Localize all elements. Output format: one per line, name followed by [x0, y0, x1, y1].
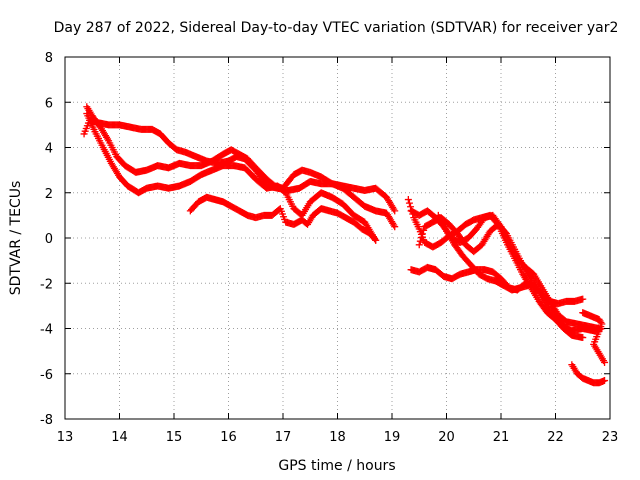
x-tick-labels: 13 14 15 16 17 18 19 20 21 22 23: [57, 430, 619, 445]
x-axis-label: GPS time / hours: [278, 458, 395, 474]
x-tick-label: 14: [111, 430, 128, 445]
data-point: [524, 282, 532, 290]
series-track-3: [83, 110, 380, 244]
x-tick-label: 16: [220, 430, 237, 445]
grid-lines: [65, 57, 610, 419]
x-tick-label: 22: [547, 430, 564, 445]
y-tick-label: -8: [40, 413, 53, 428]
y-tick-label: -4: [40, 323, 53, 338]
series-track-10: [579, 309, 609, 366]
y-tick-label: 4: [45, 142, 53, 157]
data-point: [419, 230, 427, 238]
series-track-9: [434, 211, 532, 294]
data-point: [579, 295, 587, 303]
data-point: [415, 241, 423, 249]
data-point: [601, 358, 609, 366]
axis-ticks: [64, 56, 611, 420]
data-point: [416, 237, 424, 245]
y-tick-label: -6: [40, 368, 53, 383]
series-track-2: [83, 103, 399, 231]
y-tick-labels: -8 -6 -4 -2 0 2 4 6 8: [40, 51, 53, 428]
series-track-7: [407, 263, 587, 308]
y-tick-label: 8: [45, 51, 53, 66]
y-tick-label: 2: [45, 187, 53, 202]
chart-title: Day 287 of 2022, Sidereal Day-to-day VTE…: [54, 20, 619, 36]
x-tick-label: 23: [602, 430, 619, 445]
data-point: [372, 236, 380, 244]
y-tick-label: -2: [40, 277, 53, 292]
x-tick-label: 15: [166, 430, 183, 445]
x-tick-label: 17: [275, 430, 292, 445]
data-point: [404, 196, 412, 204]
y-tick-label: 6: [45, 96, 53, 111]
x-tick-label: 20: [438, 430, 455, 445]
y-tick-label: 0: [45, 232, 53, 247]
data-point: [391, 207, 399, 215]
data-point: [420, 226, 428, 234]
data-point: [371, 235, 379, 243]
data-point: [405, 199, 413, 207]
data-point: [601, 377, 609, 385]
x-tick-label: 13: [57, 430, 74, 445]
data-point: [417, 234, 425, 242]
data-points: [80, 103, 609, 387]
series-track-4: [186, 193, 380, 244]
y-axis-label: SDTVAR / TECUs: [8, 181, 24, 296]
x-tick-label: 21: [493, 430, 510, 445]
data-point: [391, 223, 399, 231]
x-tick-label: 18: [329, 430, 346, 445]
x-tick-label: 19: [384, 430, 401, 445]
data-point: [579, 334, 587, 342]
series-track-11: [568, 361, 609, 387]
